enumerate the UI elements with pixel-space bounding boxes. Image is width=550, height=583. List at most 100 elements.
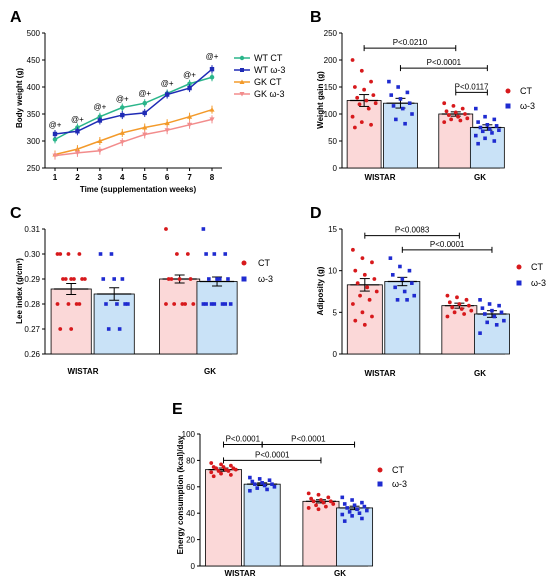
panel-e-data-point xyxy=(250,479,255,484)
panel-d-data-point xyxy=(362,322,367,327)
panel-b-data-point xyxy=(449,117,454,122)
panel-d-data-point xyxy=(400,277,405,281)
panel-c-y-tick-label: 0.30 xyxy=(24,250,40,259)
panel-a-y-tick-label: 400 xyxy=(27,83,41,92)
panel-a-x-tick-label: 1 xyxy=(53,173,58,182)
panel-b-y-tick-label: 50 xyxy=(328,137,337,146)
panel-d-data-point xyxy=(372,277,377,281)
panel-d-y-tick-label: 5 xyxy=(333,308,338,317)
legend-w3-label: ω-3 xyxy=(392,479,407,489)
panel-c-y-tick-label: 0.31 xyxy=(24,225,40,234)
panel-a-x-tick-label: 6 xyxy=(165,173,170,182)
panel-c-data-point xyxy=(209,302,214,306)
panel-e-data-point xyxy=(347,510,352,514)
panel-e-category-gk: GK xyxy=(334,569,346,578)
panel-d-bar xyxy=(384,281,421,355)
panel-b-data-point xyxy=(458,118,463,123)
panel-b-p-value: P<0.0117 xyxy=(455,82,489,91)
legend-ct-label: CT xyxy=(392,465,404,475)
panel-a-y-tick-label: 500 xyxy=(27,29,41,38)
panel-a-point xyxy=(142,100,148,106)
panel-c-y-tick-label: 0.29 xyxy=(24,275,40,284)
panel-e-data-point xyxy=(350,498,354,502)
panel-e-data-point xyxy=(309,496,314,501)
panel-a-xlabel: Time (supplementation weeks) xyxy=(80,185,197,194)
panel-d-data-point xyxy=(478,298,482,302)
legend-gk-ct-label: GK CT xyxy=(254,77,282,87)
panel-e-data-point xyxy=(260,481,264,485)
panel-b-data-point xyxy=(490,131,494,135)
panel-d-data-point xyxy=(490,308,494,313)
panel-d-data-point xyxy=(485,320,489,325)
panel-e-data-point xyxy=(221,465,226,469)
panel-c-category-gk: GK xyxy=(204,367,216,376)
panel-letter-c: C xyxy=(10,205,22,222)
panel-d-data-point xyxy=(466,303,471,308)
panel-d-data-point xyxy=(365,285,370,290)
panel-c-y-tick-label: 0.28 xyxy=(24,300,40,309)
panel-b-data-point xyxy=(492,139,497,143)
panel-e-data-point xyxy=(267,478,272,482)
panel-c-y-tick-label: 0.27 xyxy=(24,325,40,334)
panel-b-data-point xyxy=(483,114,487,119)
legend-w3-marker xyxy=(241,276,247,282)
panel-a-annotation: @+ xyxy=(93,103,106,112)
panel-c-data-point xyxy=(164,302,168,306)
panel-e-p-value: P<0.0001 xyxy=(291,435,326,444)
panel-c-data-point xyxy=(201,302,206,306)
panel-e-data-point xyxy=(316,492,321,497)
panel-d-data-point xyxy=(494,323,499,327)
panel-e-y-tick-label: 100 xyxy=(182,430,196,439)
panel-d-data-point xyxy=(370,260,374,265)
panel-d-data-point xyxy=(452,310,457,315)
panel-e-data-point xyxy=(342,519,347,523)
panel-d-data-point xyxy=(410,281,414,285)
legend-w3-marker xyxy=(516,280,522,286)
panel-a-point xyxy=(119,105,125,110)
panel-e-data-point xyxy=(248,475,252,480)
panel-e-data-point xyxy=(265,487,269,492)
panel-c-data-point xyxy=(226,277,230,281)
panel-a-series-line xyxy=(54,118,213,157)
panel-d-category-wistar: WISTAR xyxy=(365,369,396,378)
panel-a-point xyxy=(97,148,103,154)
panel-d-data-point xyxy=(480,306,485,310)
panel-d-data-point xyxy=(388,256,393,260)
panel-e-data-point xyxy=(340,495,345,500)
panel-e-data-point xyxy=(252,482,257,486)
panel-c-data-point xyxy=(223,252,228,256)
panel-b-data-point xyxy=(444,109,449,114)
panel-d-data-point xyxy=(367,297,372,302)
panel-b-data-point xyxy=(359,120,364,124)
panel-e-legend: CT ω-3 xyxy=(377,465,407,489)
panel-b-data-point xyxy=(355,95,360,100)
panel-a-point xyxy=(74,146,81,152)
panel-e-data-point xyxy=(219,471,223,476)
panel-a-point xyxy=(186,114,193,119)
panel-e-data-point xyxy=(211,474,216,479)
panel-b-data-point xyxy=(403,121,407,126)
panel-d-bar xyxy=(346,284,383,355)
panel-e-data-point xyxy=(216,469,221,473)
panel-d-data-point xyxy=(492,314,497,319)
panel-b-data-point xyxy=(350,114,355,119)
panel-b-data-point xyxy=(350,58,355,62)
panel-b-data-point xyxy=(460,106,465,111)
panel-b-data-point xyxy=(410,112,414,116)
panel-a-x-tick-label: 3 xyxy=(98,173,103,182)
panel-e-category-wistar: WISTAR xyxy=(225,569,256,578)
legend-w3-marker xyxy=(505,103,511,109)
panel-b-data-point xyxy=(476,141,480,146)
panel-e-data-point xyxy=(270,482,274,486)
panel-c-data-point xyxy=(77,252,82,256)
panel-b-data-point xyxy=(494,124,499,128)
panel-e-data-point xyxy=(228,463,233,468)
panel-e-data-point xyxy=(226,469,231,473)
legend-gk-w3-marker xyxy=(239,92,245,97)
panel-d-data-point xyxy=(469,308,474,313)
panel-a-annotation: @+ xyxy=(49,121,62,130)
legend-wt-w3-label: WT ω-3 xyxy=(254,65,285,75)
panel-b-data-point xyxy=(364,98,369,103)
panel-a-point xyxy=(209,74,215,80)
panel-a-point xyxy=(52,137,58,142)
